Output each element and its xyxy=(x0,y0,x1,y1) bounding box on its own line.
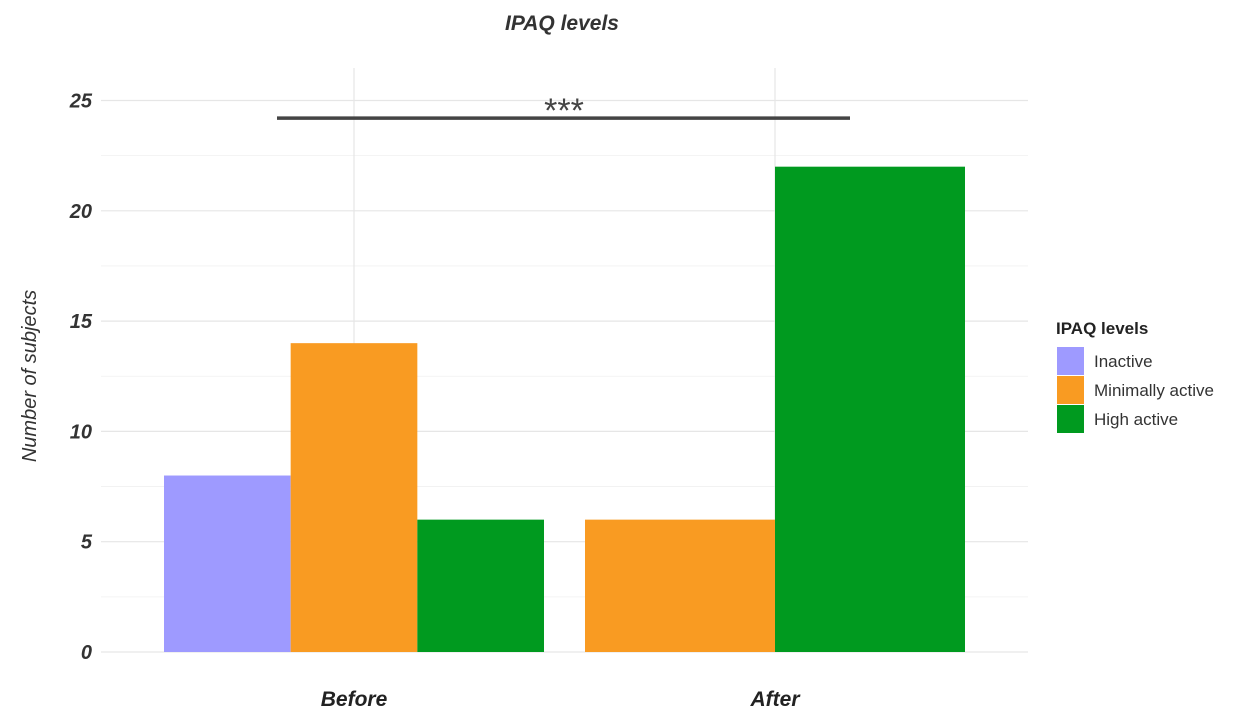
x-tick-label: After xyxy=(749,688,801,710)
y-tick-label: 5 xyxy=(81,532,93,554)
bar-before-minimally-active xyxy=(290,343,418,652)
bar-before-high-active xyxy=(417,519,544,652)
bars xyxy=(164,166,965,652)
bar-after-high-active xyxy=(775,166,965,652)
bar-after-minimally-active xyxy=(585,519,775,652)
x-axis-ticks: Before After xyxy=(321,688,802,710)
y-tick-label: 15 xyxy=(70,311,93,333)
legend-swatch xyxy=(1057,376,1084,404)
significance-stars: *** xyxy=(544,92,584,130)
legend: IPAQ levels Inactive Minimally active High … xyxy=(1056,319,1214,433)
bar-before-inactive xyxy=(164,475,291,652)
y-tick-label: 10 xyxy=(70,421,92,443)
x-tick-label: Before xyxy=(321,688,388,710)
legend-label: Inactive xyxy=(1094,352,1153,371)
y-tick-label: 0 xyxy=(81,642,92,664)
y-tick-label: 25 xyxy=(69,91,93,113)
chart-title: IPAQ levels xyxy=(505,12,619,35)
legend-title: IPAQ levels xyxy=(1056,319,1148,338)
significance-annotation: *** xyxy=(277,92,850,130)
y-tick-label: 20 xyxy=(69,201,92,223)
legend-swatch xyxy=(1057,405,1084,433)
legend-label: High active xyxy=(1094,410,1178,429)
legend-swatch xyxy=(1057,347,1084,375)
y-axis-ticks: 0 5 10 15 20 25 xyxy=(69,91,93,665)
legend-label: Minimally active xyxy=(1094,381,1214,400)
y-axis-label: Number of subjects xyxy=(19,290,41,462)
